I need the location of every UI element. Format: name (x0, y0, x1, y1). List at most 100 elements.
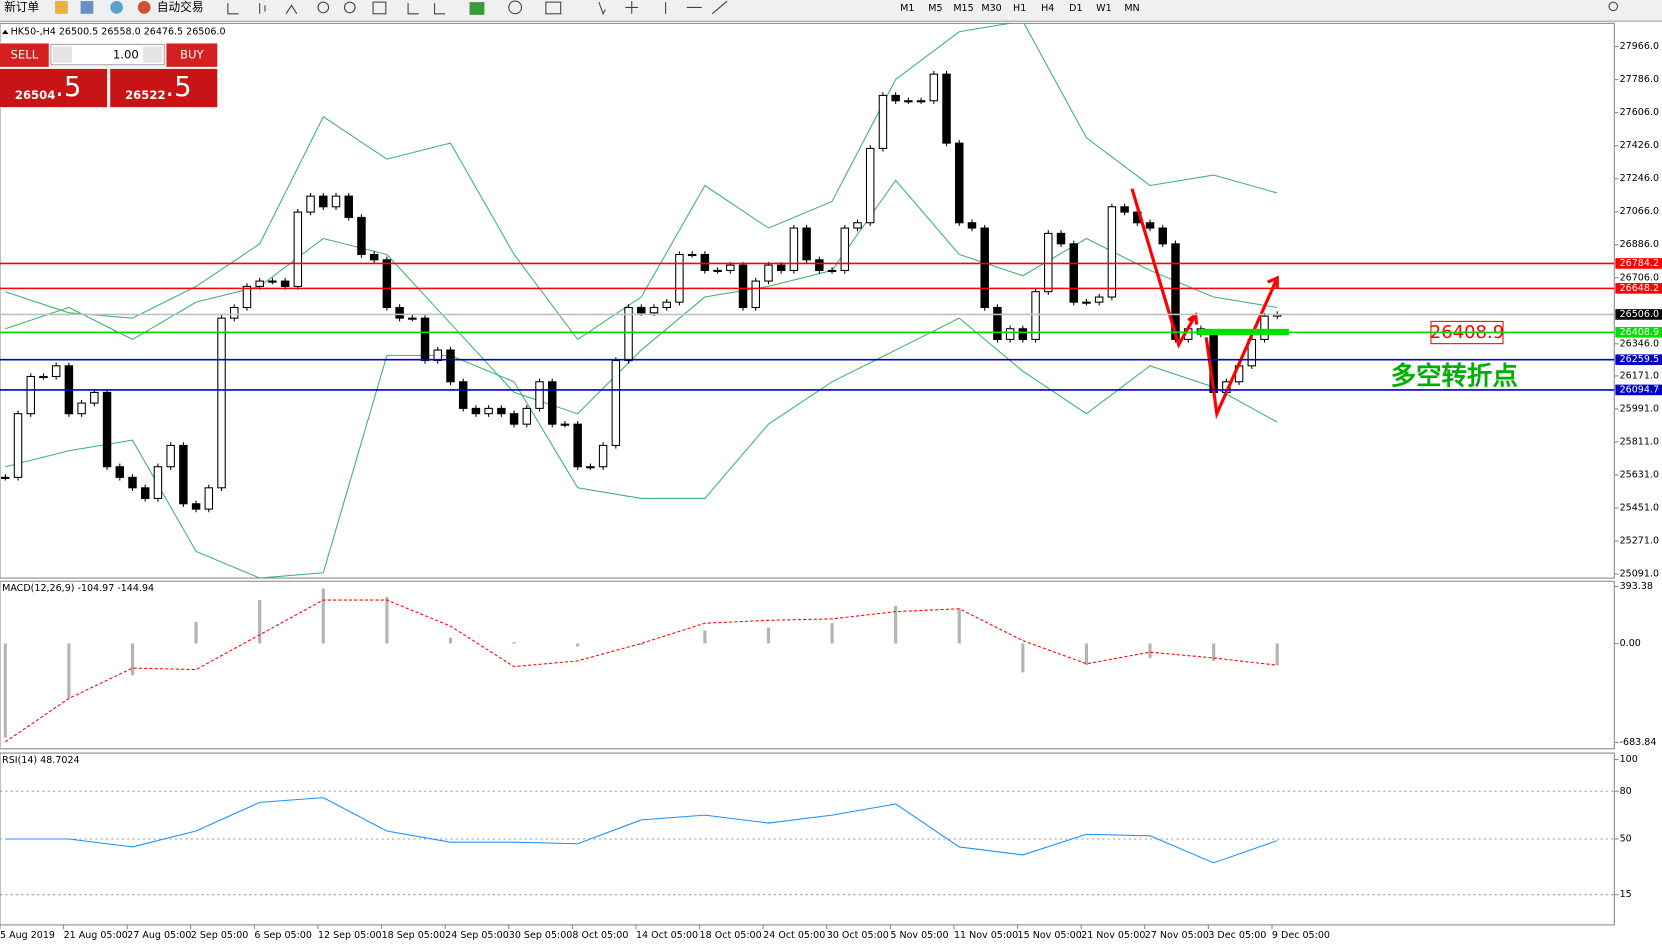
y-tick-label: 27246.0 (1620, 173, 1659, 184)
candle (675, 253, 684, 303)
icon[interactable] (227, 3, 298, 15)
timeframe-button[interactable]: D1 (1069, 3, 1082, 14)
candle (967, 222, 977, 229)
candle (662, 301, 671, 309)
bid-box[interactable] (0, 68, 108, 108)
buy-label[interactable]: BUY (180, 48, 205, 62)
x-tick-label: 27 Aug 05:00 (127, 930, 191, 941)
rsi-line (5, 797, 1278, 864)
macd-title: MACD(12,26,9) -104.97 -144.94 (2, 583, 154, 594)
y-tick-label: 25811.0 (1620, 436, 1659, 447)
y-tick-label: 27606.0 (1620, 107, 1659, 118)
level-tag (1615, 258, 1662, 269)
icon[interactable] (545, 1, 562, 15)
bid-pips: .5 (55, 71, 81, 103)
candle (1094, 296, 1104, 303)
timeframe-button[interactable]: M30 (981, 3, 1001, 14)
y-tick-label: 27426.0 (1620, 140, 1659, 151)
new-order-button[interactable]: 新订单 (4, 0, 39, 14)
x-tick-label: 5 Aug 2019 (0, 930, 55, 941)
timeframe-button[interactable]: H1 (1013, 3, 1026, 14)
sell-button[interactable] (0, 43, 49, 67)
candle (802, 227, 811, 261)
icon[interactable] (110, 1, 123, 14)
candle (535, 381, 544, 409)
collapse-icon[interactable] (2, 29, 9, 34)
rsi-title: RSI(14) 48.7024 (2, 755, 79, 766)
level-tag (1615, 326, 1662, 338)
timeframe-button[interactable]: M5 (928, 3, 942, 14)
candle (1107, 206, 1117, 298)
candle (904, 100, 913, 103)
y-tick-label: 25271.0 (1620, 536, 1659, 547)
ask-price: 26522 (125, 88, 166, 102)
icon[interactable] (469, 2, 485, 15)
candle (446, 349, 455, 383)
candle (39, 375, 48, 379)
auto-trade-icon[interactable] (137, 1, 151, 14)
candle (522, 407, 532, 425)
candle (255, 280, 264, 287)
icon[interactable] (508, 0, 523, 15)
candle (1044, 232, 1053, 293)
x-tick-label: 21 Aug 05:00 (64, 930, 128, 941)
search-icon[interactable] (1608, 1, 1619, 12)
x-tick-label: 18 Oct 05:00 (700, 930, 762, 941)
y-tick-label: -683.84 (1620, 737, 1657, 748)
lot-value[interactable]: 1.00 (113, 48, 139, 62)
candle (878, 94, 888, 149)
x-tick-label: 8 Oct 05:00 (572, 930, 628, 941)
candle (611, 359, 621, 446)
timeframe-button[interactable]: MN (1124, 3, 1139, 14)
timeframe-button[interactable]: M1 (900, 3, 914, 14)
candle (458, 381, 468, 409)
lot-down[interactable] (52, 46, 73, 63)
timeframe-button[interactable]: W1 (1096, 3, 1111, 14)
candle (191, 503, 201, 510)
timeframe-button[interactable]: M15 (953, 3, 973, 14)
candle (891, 94, 900, 102)
timeframe-button[interactable]: H4 (1041, 3, 1054, 14)
icon[interactable] (55, 1, 68, 14)
candle (306, 195, 315, 213)
candle (395, 306, 404, 319)
candle (1, 476, 10, 479)
y-tick-label: 26346.0 (1620, 338, 1659, 349)
candle (929, 73, 939, 102)
candle (764, 264, 773, 282)
candle (204, 487, 214, 510)
lot-up[interactable] (143, 46, 163, 63)
x-tick-label: 30 Sep 05:00 (509, 930, 573, 941)
candle (369, 253, 379, 261)
icon[interactable] (317, 1, 330, 14)
candle (942, 73, 951, 144)
auto-trade-button[interactable]: 自动交易 (157, 0, 204, 14)
candle (993, 306, 1002, 340)
y-tick-label: 25091.0 (1620, 569, 1659, 580)
buy-button[interactable] (166, 43, 218, 67)
main-chart (0, 22, 1615, 579)
y-tick-label: 26171.0 (1620, 370, 1659, 381)
level-tag (1615, 384, 1662, 396)
icon[interactable] (372, 1, 387, 15)
macd-signal (5, 599, 1278, 743)
level-tag (1615, 283, 1662, 294)
x-tick-label: 27 Nov 05:00 (1145, 930, 1209, 941)
y-tick-label: 27786.0 (1620, 74, 1659, 85)
level-label: 26784.2 (1620, 258, 1659, 269)
y-tick-label: 0.00 (1620, 638, 1641, 649)
ask-box[interactable] (110, 68, 218, 108)
x-tick-label: 9 Dec 05:00 (1272, 930, 1330, 941)
icon[interactable] (80, 1, 94, 14)
x-tick-label: 18 Sep 05:00 (382, 930, 446, 941)
icon[interactable] (407, 0, 728, 16)
level-tag (1615, 309, 1662, 320)
sell-label[interactable]: SELL (11, 48, 39, 62)
lot-input[interactable] (50, 44, 165, 66)
candle (865, 147, 875, 224)
arrow-head (1267, 275, 1279, 289)
x-tick-label: 30 Oct 05:00 (827, 930, 889, 941)
toolbar (0, 0, 1662, 22)
icon[interactable] (343, 1, 356, 14)
candle (1260, 315, 1269, 340)
